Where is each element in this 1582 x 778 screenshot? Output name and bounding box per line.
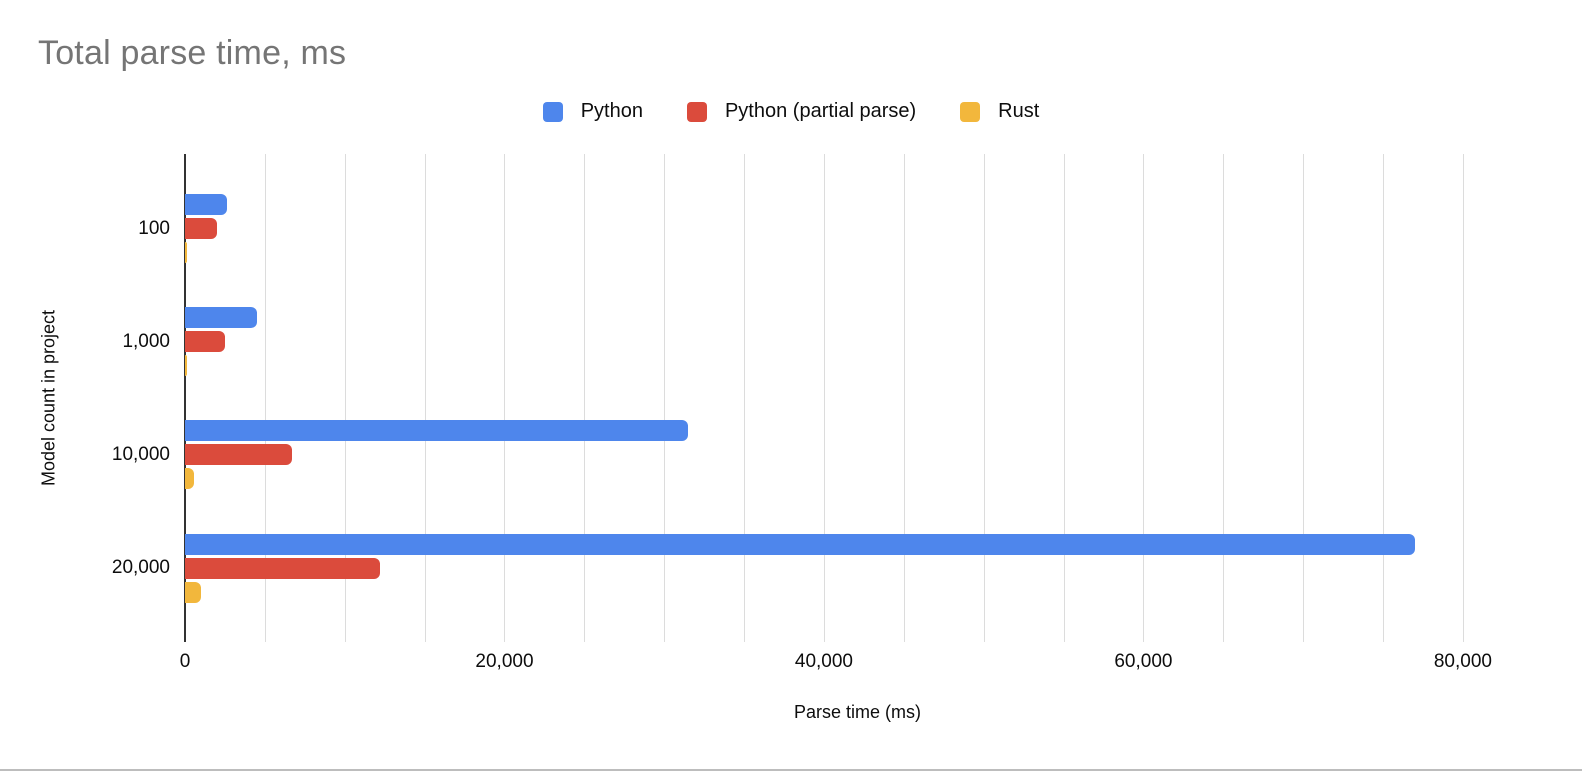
legend-label: Python (partial parse) [724, 100, 917, 122]
chart-title: Total parse time, ms [38, 34, 347, 72]
legend-swatch-icon [542, 101, 563, 122]
bar-python-partial-parse-1000[interactable] [185, 331, 225, 353]
bar-rust-20000[interactable] [185, 581, 201, 603]
bar-group-10000 [185, 420, 1530, 490]
gridline [1143, 154, 1145, 642]
bar-python-partial-parse-10000[interactable] [185, 444, 293, 466]
bar-python-100[interactable] [185, 194, 227, 215]
gridline [504, 154, 506, 642]
gridline [264, 154, 266, 642]
gridline [983, 154, 985, 642]
x-tick-label: 40,000 [794, 651, 854, 672]
gridline [1462, 154, 1464, 642]
bar-python-partial-parse-100[interactable] [185, 218, 217, 239]
gridline [1223, 154, 1225, 642]
legend-item-3[interactable]: Rust [960, 100, 1039, 123]
legend-swatch-icon [960, 101, 981, 122]
legend-label: Python [580, 100, 643, 122]
y-axis-title: Model count in project [38, 309, 59, 487]
x-tick-label: 60,000 [1114, 651, 1173, 672]
bottom-divider [0, 769, 1582, 771]
legend: Python Python (partial parse) Rust [0, 100, 1582, 123]
category-label: 1,000 [122, 330, 170, 352]
bar-rust-1000[interactable] [185, 355, 188, 377]
bar-rust-100[interactable] [185, 242, 187, 263]
category-label: 10,000 [111, 443, 170, 465]
bar-python-10000[interactable] [185, 420, 689, 442]
gridline [1063, 154, 1065, 642]
category-label: 100 [138, 217, 170, 239]
gridline [744, 154, 746, 642]
legend-swatch-icon [686, 101, 707, 122]
gridline [344, 154, 346, 642]
bar-python-1000[interactable] [185, 307, 257, 329]
bar-python-partial-parse-20000[interactable] [185, 557, 380, 579]
x-tick-label: 0 [179, 651, 191, 672]
x-tick-label: 80,000 [1433, 651, 1492, 672]
bar-group-100 [185, 194, 1530, 263]
category-label: 20,000 [111, 557, 170, 578]
bar-group-20000 [185, 533, 1530, 603]
gridline [1303, 154, 1305, 642]
gridline [823, 154, 825, 642]
gridline [1383, 154, 1385, 642]
bar-python-20000[interactable] [185, 533, 1415, 555]
gridline [424, 154, 426, 642]
legend-label: Rust [998, 100, 1040, 122]
gridline [584, 154, 586, 642]
x-axis-title: Parse time (ms) [793, 702, 921, 722]
gridline [664, 154, 666, 642]
bar-group-1000 [185, 307, 1530, 377]
plot-area: 100 1,000 10,000 20,000 0 20,000 40,000 60,000… [112, 154, 1530, 672]
x-tick-label: 20,000 [475, 651, 534, 672]
gridline [903, 154, 905, 642]
legend-item-2[interactable]: Python (partial parse) [686, 100, 917, 123]
bar-rust-10000[interactable] [185, 468, 194, 490]
legend-item-1[interactable]: Python [542, 100, 643, 123]
y-axis-line [184, 154, 186, 642]
